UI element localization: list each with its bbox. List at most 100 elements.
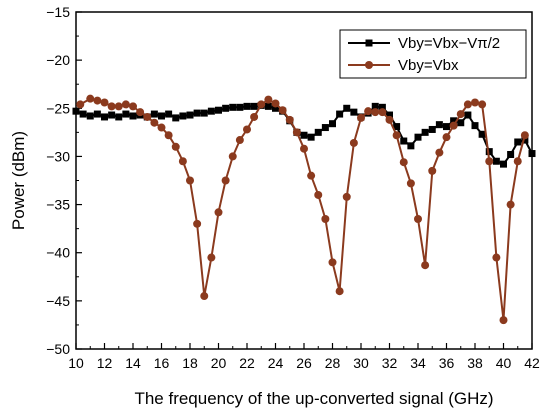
y-tick-label: −25 (46, 100, 70, 116)
data-point (443, 123, 450, 131)
data-point (76, 100, 85, 109)
data-point (314, 190, 323, 199)
data-point (428, 125, 436, 133)
data-point (349, 138, 358, 147)
x-tick-label: 18 (182, 355, 198, 371)
y-tick-label: −15 (46, 4, 70, 20)
data-point (200, 292, 209, 301)
data-point (165, 110, 173, 118)
data-point (129, 102, 137, 111)
data-point (250, 112, 259, 121)
x-tick-label: 30 (353, 355, 369, 371)
data-point (122, 110, 130, 118)
x-axis-title: The frequency of the up-converted signal… (134, 389, 493, 408)
data-point (86, 94, 95, 103)
data-point (114, 102, 123, 111)
data-point (442, 133, 451, 142)
legend-box (339, 29, 527, 79)
data-point (485, 148, 493, 156)
data-point (471, 98, 479, 107)
data-point (421, 261, 430, 270)
data-point (521, 136, 529, 144)
data-point (371, 102, 379, 110)
data-point (129, 112, 137, 120)
data-point (335, 287, 344, 296)
x-tick-label: 10 (68, 355, 84, 371)
data-point (435, 148, 444, 157)
data-point (257, 100, 266, 109)
data-point (478, 100, 487, 109)
data-point (435, 121, 443, 129)
data-point (471, 122, 479, 130)
legend-item: Vby=Vbx−Vπ/2 (348, 35, 500, 52)
data-point (157, 123, 166, 132)
data-point (506, 200, 515, 209)
data-point (243, 125, 251, 134)
data-point (514, 138, 522, 146)
data-point (399, 158, 408, 167)
data-point (329, 120, 336, 128)
data-point (193, 219, 202, 228)
data-point (108, 111, 116, 119)
y-tick-label: −50 (46, 341, 70, 357)
data-point (328, 258, 337, 267)
data-point (385, 115, 394, 124)
data-point (463, 100, 472, 109)
x-tick-label: 32 (382, 355, 398, 371)
legend-marker (365, 39, 373, 47)
y-tick-label: −45 (46, 293, 70, 309)
x-tick-label: 24 (268, 355, 284, 371)
legend: Vby=Vbx−Vπ/2 Vby=Vbx (339, 29, 527, 79)
data-point (107, 102, 116, 111)
axes: 10 12 14 16 18 20 22 24 26 28 30 32 34 36 38 40 42 −50 −45… (46, 4, 540, 371)
data-point (93, 96, 102, 105)
data-point (121, 100, 130, 109)
data-point (378, 103, 386, 111)
data-point (200, 109, 208, 117)
data-point (307, 171, 316, 180)
data-point (243, 102, 251, 110)
data-point (186, 176, 194, 185)
y-axis-title: Power (dBm) (9, 131, 28, 230)
data-point (250, 102, 258, 110)
data-point (222, 104, 230, 112)
data-point (300, 131, 308, 139)
data-point (101, 113, 108, 121)
data-point (343, 104, 351, 112)
data-point (464, 111, 472, 119)
data-point (386, 111, 393, 119)
data-point (228, 152, 237, 161)
series-2 (76, 94, 529, 325)
data-point (478, 130, 486, 138)
data-point (406, 179, 415, 188)
data-point (214, 208, 223, 217)
data-point (171, 142, 180, 151)
data-point (392, 131, 401, 140)
data-point (371, 108, 380, 117)
x-tick-label: 40 (496, 355, 512, 371)
data-point (164, 131, 173, 140)
data-point (215, 106, 222, 114)
data-point (115, 113, 123, 121)
data-point (278, 106, 287, 115)
data-point (221, 176, 230, 185)
x-tick-label: 42 (524, 355, 540, 371)
data-point (150, 118, 159, 127)
data-point (285, 115, 294, 124)
data-point (456, 110, 465, 119)
data-point (336, 110, 344, 118)
data-point (172, 114, 180, 122)
data-point (500, 160, 507, 168)
data-point (364, 107, 373, 116)
legend-item: Vby=Vbx (348, 57, 459, 74)
data-point (207, 253, 216, 262)
data-point (350, 108, 358, 116)
data-point (292, 128, 301, 137)
data-point (86, 112, 94, 120)
data-point (179, 112, 187, 120)
data-point (314, 128, 322, 136)
y-tick-label: −35 (46, 197, 70, 213)
data-point (207, 107, 215, 115)
data-point (264, 95, 273, 104)
